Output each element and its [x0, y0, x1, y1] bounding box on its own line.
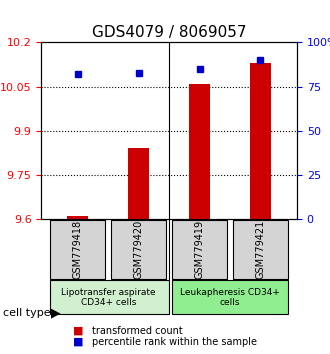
- FancyBboxPatch shape: [172, 280, 288, 314]
- Text: percentile rank within the sample: percentile rank within the sample: [92, 337, 257, 347]
- Text: GSM779418: GSM779418: [73, 220, 83, 279]
- FancyBboxPatch shape: [50, 220, 105, 279]
- Text: transformed count: transformed count: [92, 326, 183, 336]
- Text: ■: ■: [73, 326, 83, 336]
- Bar: [250, 63, 271, 219]
- Text: GSM779420: GSM779420: [134, 220, 144, 279]
- Text: cell type: cell type: [3, 308, 51, 318]
- Bar: [189, 84, 210, 219]
- Text: ■: ■: [73, 337, 83, 347]
- Text: GSM779421: GSM779421: [255, 220, 265, 279]
- FancyBboxPatch shape: [50, 280, 169, 314]
- FancyBboxPatch shape: [233, 220, 288, 279]
- Text: Leukapheresis CD34+
cells: Leukapheresis CD34+ cells: [180, 288, 280, 307]
- Title: GDS4079 / 8069057: GDS4079 / 8069057: [92, 25, 247, 40]
- Text: ▶: ▶: [51, 307, 61, 320]
- FancyBboxPatch shape: [172, 220, 227, 279]
- FancyBboxPatch shape: [111, 220, 166, 279]
- Bar: [67, 216, 88, 219]
- Text: GSM779419: GSM779419: [195, 220, 205, 279]
- Bar: [128, 148, 149, 219]
- Text: Lipotransfer aspirate
CD34+ cells: Lipotransfer aspirate CD34+ cells: [61, 288, 155, 307]
